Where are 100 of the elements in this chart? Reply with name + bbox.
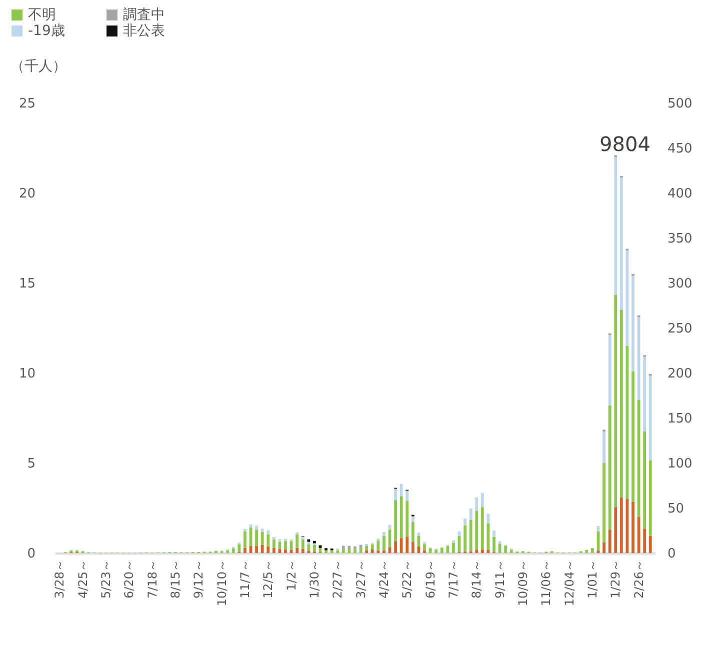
bar [632,502,634,553]
bar [307,544,310,552]
bar [480,493,484,508]
bar [354,548,356,553]
y2-tick-label: 150 [668,412,692,426]
bar [469,508,472,520]
y2-tick-label: 500 [668,96,692,112]
bar [266,530,270,534]
bar [602,432,606,463]
bar [643,356,646,432]
bar [411,522,414,542]
bar [260,544,264,553]
x-tick-label: 10/09～ [516,560,530,606]
bar [313,540,316,544]
legend-label: -19歳 [28,23,65,39]
bar [370,544,374,550]
bar [648,460,652,536]
bar [620,497,623,553]
bar [602,542,606,553]
y-tick-label: 10 [18,366,36,382]
x-tick-label: 6/19～ [423,560,438,598]
x-tick-label: 12/5～ [261,560,276,598]
bar [492,530,496,537]
bar [464,525,466,552]
bar [446,546,450,553]
bar [370,549,374,553]
x-tick-label: 9/12～ [192,560,206,598]
bar [278,538,282,542]
bar [313,544,316,552]
bar [423,550,426,553]
y2-tick-label: 100 [668,456,692,472]
bar [400,484,403,496]
bar [226,550,230,553]
legend-label: 不明 [28,7,56,23]
bar [301,548,304,553]
x-tick-label: 5/23～ [98,560,113,598]
legend-label: 調査中 [123,7,165,23]
y2-tick-label: 0 [668,546,676,562]
bar [452,542,455,553]
bar [620,310,623,498]
bar [249,524,252,528]
bar [440,548,444,553]
x-tick-label: 1/2～ [284,560,298,591]
bar [388,547,392,553]
bar [266,534,270,546]
y-tick-label: 25 [18,96,36,112]
x-tick-label: 1/30～ [307,560,322,598]
x-tick-label: 7/17～ [446,560,460,598]
x-tick-label: 2/26～ [632,560,646,598]
bar [608,405,612,530]
bar [475,550,478,553]
bar [608,335,612,406]
bar [255,530,258,546]
bar [260,532,264,545]
x-tick-label: 12/04～ [562,560,576,606]
bar [620,178,623,310]
bar [244,531,246,548]
x-tick-label: 3/28～ [52,560,67,598]
bar [648,376,652,460]
bar [475,510,478,550]
bar [480,507,484,550]
bar [232,548,235,553]
bar [255,526,258,530]
y2-tick-label: 250 [668,322,692,336]
bar [632,371,634,502]
bar [411,516,414,522]
bar [648,536,652,553]
bar [643,432,646,529]
x-tick-label: 4/24～ [376,560,391,598]
bar [614,507,618,553]
y2-tick-label: 450 [668,142,692,156]
bar [608,530,612,553]
bar [260,528,264,532]
bar [342,546,345,549]
x-tick-label: 2/27～ [330,560,345,598]
bar [492,536,496,552]
y2-tick-label: 400 [668,186,692,202]
bar [324,550,328,553]
x-tick-label: 8/14～ [470,560,484,598]
bar [434,549,438,553]
bar [272,536,276,540]
bar [394,488,397,500]
bar [394,541,397,553]
bar [244,548,246,553]
bar [296,548,299,553]
bar [643,528,646,553]
x-tick-label: 4/25～ [76,560,90,598]
y2-tick-label: 300 [668,276,692,292]
x-tick-label: 1/01～ [585,560,600,598]
x-tick-label: 11/06～ [539,560,554,606]
bar [591,548,594,553]
x-tick-label: 8/15～ [168,560,182,598]
y-tick-label: 5 [27,456,36,472]
bar [255,546,258,553]
bar [469,520,472,552]
annotation: 9804 [600,132,650,156]
bar [394,500,397,542]
bar [382,536,386,550]
bar [585,550,588,553]
bar [307,539,310,542]
